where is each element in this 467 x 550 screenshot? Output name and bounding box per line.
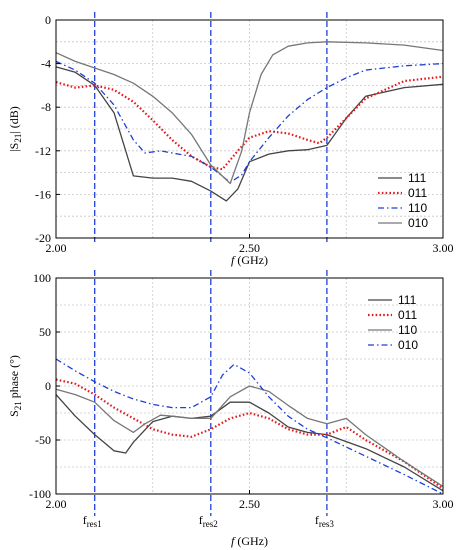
resonance-label-3: fres3	[315, 513, 334, 529]
legend-label-111: 111	[398, 293, 417, 307]
y-tick-label: -50	[35, 433, 51, 447]
y-axis-title: |S21| (dB)	[7, 106, 23, 151]
legend-label-111: 111	[408, 171, 427, 185]
x-axis-title: f (GHz)	[231, 253, 268, 267]
series-line-010	[55, 358, 444, 495]
series-line-011	[55, 75, 444, 171]
series-line-010	[55, 41, 444, 185]
chart-panel-1: 2.00 2.50 3.00 0 -4 -8 -12 -16 -20 f (GHz) |S21| (…	[7, 12, 454, 267]
y-tick-label: 0	[45, 13, 51, 27]
chart-panel-2: 2.00 2.50 3.00 100 50 0 -50 -100 f (GHz) S21 phas…	[7, 270, 454, 548]
resonance-label-2: fres2	[199, 513, 218, 529]
legend-label-011: 011	[408, 186, 427, 200]
y-tick-label: -4	[41, 57, 51, 71]
x-tick-label: 2.00	[46, 241, 67, 255]
y-tick-label: -100	[29, 487, 51, 501]
resonance-label-1: fres1	[83, 513, 102, 529]
x-tick-label: 2.00	[46, 497, 67, 511]
y-tick-label: -20	[35, 231, 51, 245]
legend-label-010: 010	[398, 338, 418, 352]
y-axis-title: S21 phase (°)	[7, 355, 23, 417]
legend-label-110: 110	[408, 201, 427, 215]
series-line-111	[55, 66, 444, 202]
legend-label-011: 011	[398, 308, 417, 322]
x-tick-label: 2.50	[239, 241, 260, 255]
x-tick-label: 3.00	[433, 497, 454, 511]
y-tick-label: -16	[35, 187, 51, 201]
y-tick-label: 100	[33, 271, 51, 285]
y-tick-label: -8	[41, 100, 51, 114]
legend-label-110: 110	[398, 323, 417, 337]
x-axis-title: f (GHz)	[231, 534, 268, 548]
y-tick-label: -12	[35, 144, 51, 158]
legend-label-010: 010	[408, 216, 428, 230]
y-tick-label: 50	[39, 325, 51, 339]
series-line-011	[55, 378, 444, 490]
x-tick-label: 3.00	[433, 241, 454, 255]
y-tick-label: 0	[45, 379, 51, 393]
x-tick-label: 2.50	[239, 497, 260, 511]
series-line-110	[55, 385, 444, 487]
